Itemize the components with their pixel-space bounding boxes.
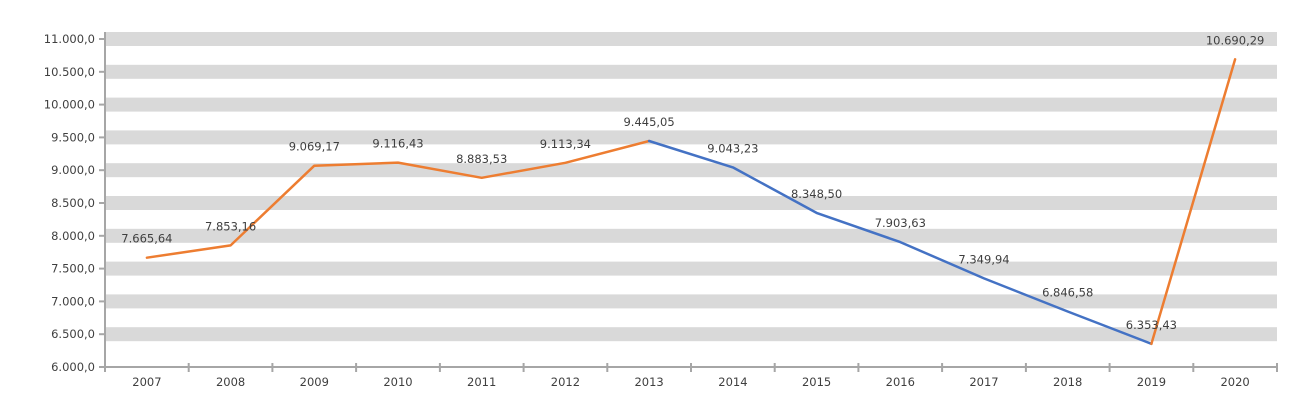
y-tick-label: 10.500,0	[44, 65, 95, 79]
data-label: 7.665,64	[121, 232, 172, 246]
data-label: 9.445,05	[623, 115, 674, 129]
y-tick-label: 9.500,0	[51, 130, 95, 144]
y-tick-label: 8.500,0	[51, 196, 95, 210]
gridline-band	[105, 294, 1277, 309]
gridline-band	[105, 327, 1277, 342]
x-tick-label: 2011	[467, 375, 496, 389]
x-tick-label: 2009	[300, 375, 329, 389]
data-label: 7.853,16	[205, 219, 256, 233]
gridline-band	[105, 163, 1277, 178]
gridline-band	[105, 196, 1277, 210]
x-tick-label: 2018	[1053, 375, 1082, 389]
data-label: 9.069,17	[289, 140, 340, 154]
gridline-band	[105, 228, 1277, 243]
x-tick-label: 2017	[969, 375, 998, 389]
y-tick-label: 7.000,0	[51, 294, 95, 308]
gridline-band	[105, 261, 1277, 276]
x-tick-label: 2012	[551, 375, 580, 389]
x-tick-label: 2016	[886, 375, 915, 389]
y-tick-label: 6.500,0	[51, 327, 95, 341]
segment-orange-2007-2013	[145, 139, 651, 259]
y-tick-label: 11.000,0	[44, 32, 95, 46]
data-label: 8.348,50	[791, 187, 842, 201]
data-label: 6.846,58	[1042, 286, 1093, 300]
y-tick-label: 7.500,0	[51, 262, 95, 276]
data-label: 10.690,29	[1206, 33, 1265, 47]
data-label: 9.113,34	[540, 137, 591, 151]
x-tick-label: 2015	[802, 375, 831, 389]
x-tick-label: 2014	[718, 375, 747, 389]
y-tick-label: 10.000,0	[44, 98, 95, 112]
data-label: 9.043,23	[707, 141, 758, 155]
y-tick-label: 8.000,0	[51, 229, 95, 243]
data-label: 7.903,63	[875, 216, 926, 230]
data-label: 9.116,43	[372, 137, 423, 151]
gridline-band	[105, 97, 1277, 112]
gridline-band	[105, 130, 1277, 145]
data-label: 6.353,43	[1126, 318, 1177, 332]
x-tick-label: 2020	[1220, 375, 1249, 389]
gridline-band	[105, 32, 1277, 46]
segment-blue-2013-2019	[647, 139, 1153, 346]
segment-orange-2019-2020	[1150, 58, 1237, 346]
data-label: 8.883,53	[456, 152, 507, 166]
x-tick-label: 2019	[1137, 375, 1166, 389]
y-tick-label: 6.000,0	[51, 360, 95, 374]
gridline-band	[105, 64, 1277, 79]
x-tick-label: 2010	[383, 375, 412, 389]
x-tick-label: 2007	[132, 375, 161, 389]
x-tick-label: 2013	[634, 375, 663, 389]
y-tick-label: 9.000,0	[51, 163, 95, 177]
data-label: 7.349,94	[958, 252, 1009, 266]
x-tick-label: 2008	[216, 375, 245, 389]
